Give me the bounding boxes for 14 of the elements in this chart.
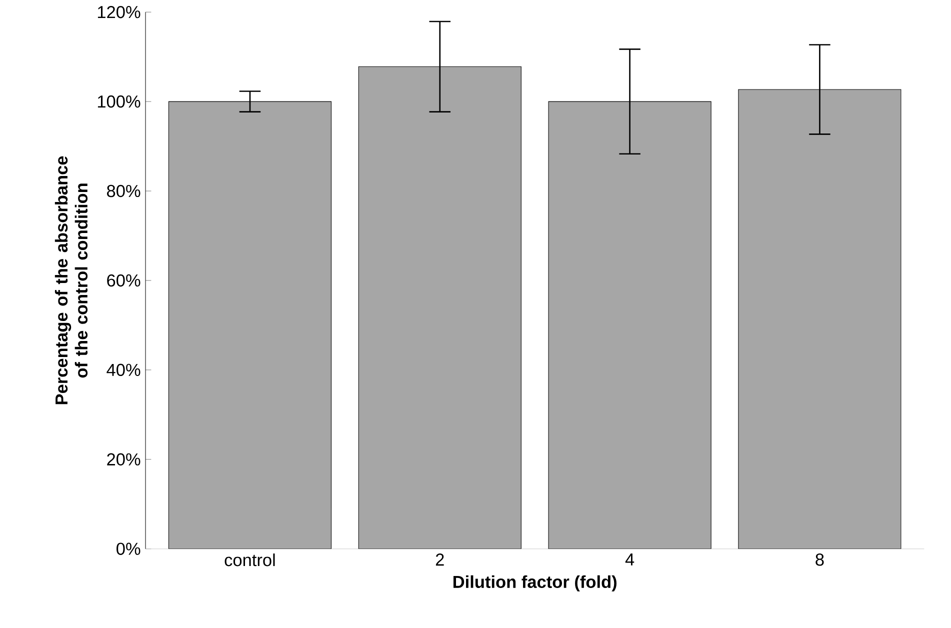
x-tick-label: 4 (625, 553, 634, 566)
x-axis-title: Dilution factor (fold) (453, 575, 616, 592)
y-tick-label: 40% (106, 364, 140, 376)
y-tick-label: 100% (98, 95, 140, 108)
x-tick-label: 8 (816, 553, 824, 566)
x-tick-label: 2 (436, 553, 444, 566)
y-axis-title: Percentage of the absorbance of the control condition (54, 156, 88, 404)
y-tick-label: 120% (98, 6, 140, 18)
bar (358, 66, 522, 549)
y-tick-label: 80% (107, 184, 140, 198)
x-tick-label: control (224, 553, 275, 566)
y-tick-label: 60% (107, 274, 140, 286)
y-tick-label: 0% (116, 542, 140, 555)
y-tick-label: 20% (107, 453, 140, 466)
